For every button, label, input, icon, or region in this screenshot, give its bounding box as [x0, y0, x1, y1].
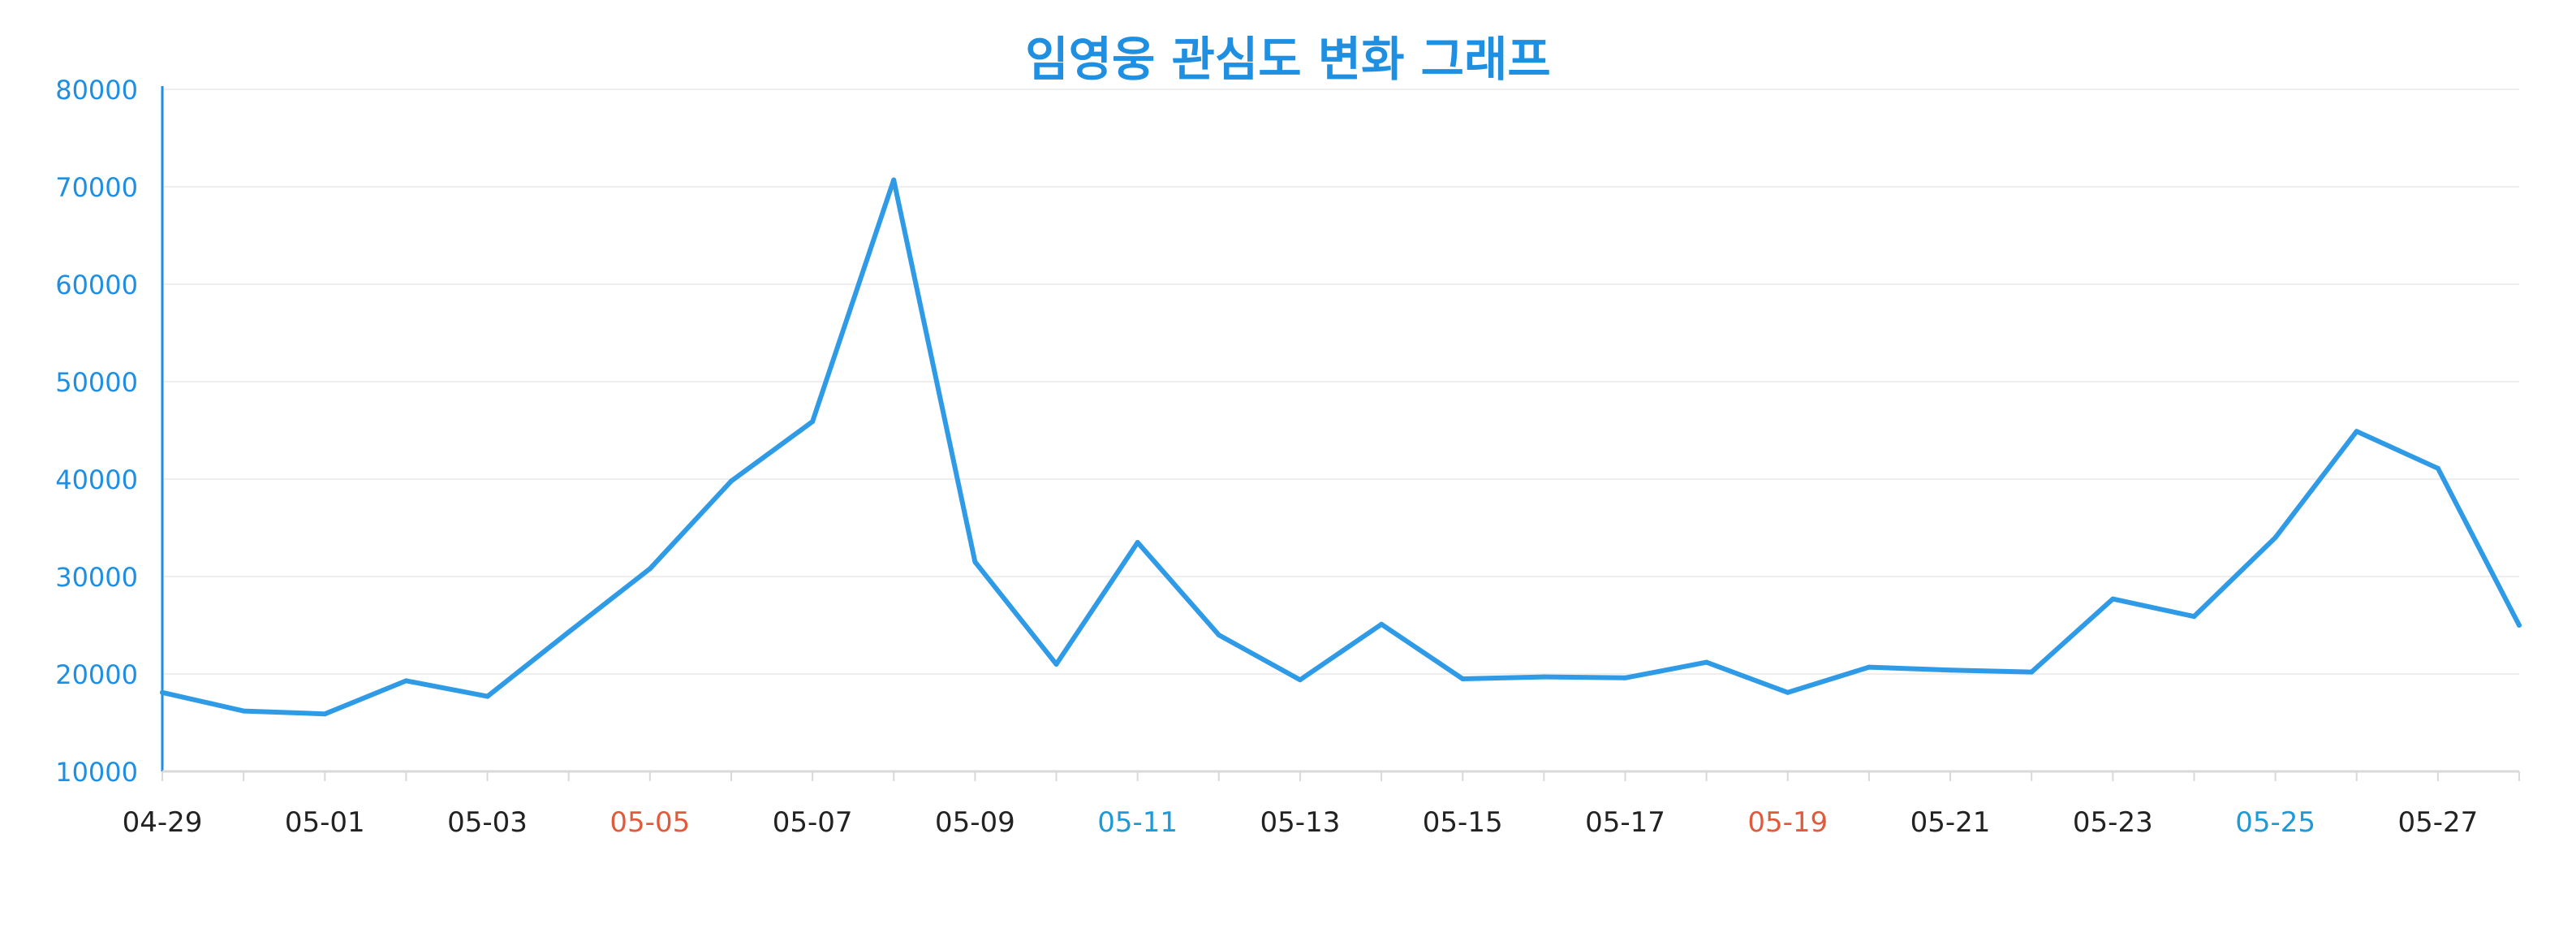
x-tick-label: 05-15: [1423, 806, 1503, 839]
x-tick-label: 05-23: [2073, 806, 2153, 839]
y-tick-label: 20000: [55, 659, 138, 690]
data-point: [1460, 676, 1466, 681]
data-point: [2354, 429, 2359, 434]
y-tick-label: 40000: [55, 464, 138, 495]
data-point: [566, 629, 571, 635]
data-point: [1541, 674, 1547, 680]
data-point: [403, 678, 409, 684]
data-point: [2110, 596, 2116, 602]
data-point: [972, 559, 978, 564]
data-point: [1053, 662, 1059, 667]
data-point: [1948, 667, 1954, 673]
data-point: [1785, 689, 1790, 695]
y-tick-label: 70000: [55, 172, 138, 203]
x-tick-label: 05-21: [1910, 806, 1991, 839]
data-point: [2272, 535, 2278, 540]
data-point: [1622, 675, 1628, 680]
x-tick-label: 05-13: [1260, 806, 1341, 839]
data-point: [160, 689, 165, 695]
x-tick-label: 05-25: [2235, 806, 2315, 839]
series-line: [160, 177, 2522, 717]
y-tick-label: 10000: [55, 757, 138, 788]
data-point: [322, 711, 328, 717]
data-point: [891, 177, 897, 183]
data-point: [647, 566, 653, 572]
data-point: [1866, 664, 1872, 670]
data-point: [2517, 623, 2522, 628]
data-point: [1135, 540, 1140, 545]
x-tick-label: 05-27: [2397, 806, 2478, 839]
data-point: [2191, 614, 2197, 620]
y-tick-label: 60000: [55, 270, 138, 300]
x-tick-label: 04-29: [123, 806, 203, 839]
data-point: [485, 693, 490, 699]
data-point: [2435, 465, 2440, 471]
x-tick-label: 05-11: [1097, 806, 1178, 839]
x-tick-label: 05-17: [1585, 806, 1665, 839]
chart-title: 임영웅 관심도 변화 그래프: [1025, 32, 1551, 87]
data-point: [1297, 677, 1303, 683]
data-point: [728, 478, 734, 484]
data-point: [2029, 669, 2035, 675]
x-tick-label: 05-07: [773, 806, 853, 839]
x-tick-label: 05-09: [935, 806, 1015, 839]
y-tick-label: 50000: [55, 367, 138, 398]
data-point: [810, 419, 816, 425]
data-point: [1216, 633, 1221, 637]
data-point: [1704, 659, 1709, 665]
x-tick-label: 05-05: [610, 806, 690, 839]
x-tick-label: 05-19: [1747, 806, 1828, 839]
x-tick-label: 05-03: [447, 806, 528, 839]
x-tick-label: 05-01: [285, 806, 365, 839]
y-tick-label: 30000: [55, 562, 138, 593]
y-tick-label: 80000: [55, 75, 138, 106]
data-point: [1379, 621, 1385, 627]
data-point: [241, 708, 247, 714]
